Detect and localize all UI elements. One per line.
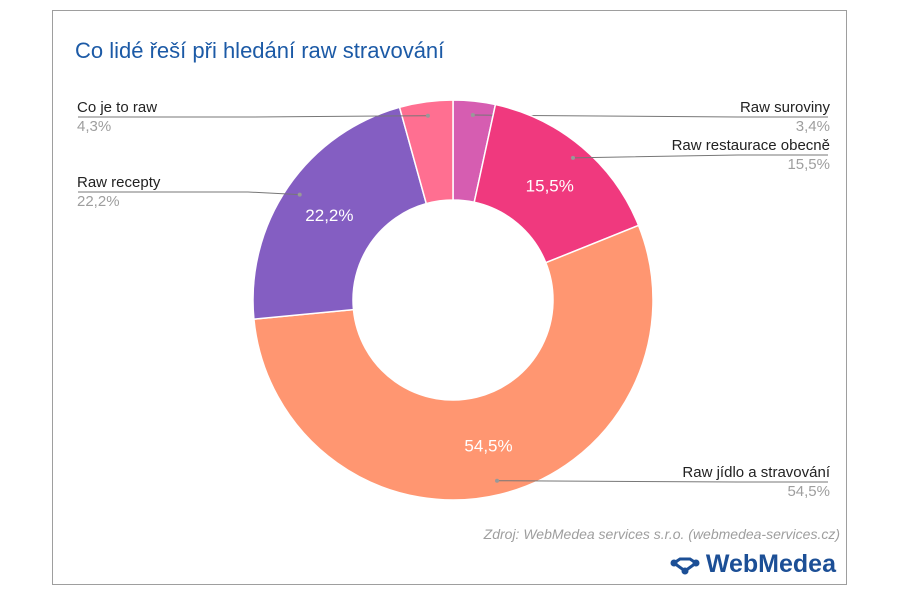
pct-co-je-to-raw: 4,3% xyxy=(77,118,112,135)
leader-dot-4 xyxy=(425,113,430,118)
pct-raw-recepty: 22,2% xyxy=(77,193,120,210)
label-raw-restaurace: Raw restaurace obecně xyxy=(671,137,830,154)
leader-dot-2 xyxy=(495,478,500,483)
logo-text: WebMedea xyxy=(705,550,836,578)
data-label-1: 15,5% xyxy=(526,176,574,195)
label-raw-recepty: Raw recepty xyxy=(77,174,161,191)
pct-raw-jidlo: 54,5% xyxy=(787,483,830,500)
slice-4 xyxy=(398,99,454,205)
leader-line-2 xyxy=(497,480,828,483)
slice-2 xyxy=(253,224,654,501)
leader-dot-0 xyxy=(470,113,475,118)
leader-dot-3 xyxy=(297,192,302,197)
slice-3 xyxy=(252,106,428,320)
chart-title: Co lidé řeší při hledání raw stravování xyxy=(75,38,445,63)
leader-line-3 xyxy=(78,191,300,196)
label-co-je-to-raw: Co je to raw xyxy=(77,99,158,116)
webmedea-logo: WebMedea xyxy=(670,550,836,579)
label-raw-suroviny: Raw suroviny xyxy=(739,99,830,116)
leader-line-1 xyxy=(572,154,828,159)
logo-icon xyxy=(670,557,700,574)
data-label-3: 22,2% xyxy=(305,206,353,225)
label-raw-jidlo: Raw jídlo a stravování xyxy=(682,464,830,481)
leader-dot-1 xyxy=(571,155,576,160)
leader-line-0 xyxy=(472,114,828,118)
data-label-2: 54,5% xyxy=(464,437,512,456)
chart-frame xyxy=(52,10,847,585)
pct-raw-restaurace: 15,5% xyxy=(787,156,830,173)
slice-1 xyxy=(473,103,640,264)
source-note: Zdroj: WebMedea services s.r.o. (webmede… xyxy=(483,526,840,542)
pct-raw-suroviny: 3,4% xyxy=(795,118,830,135)
leader-line-4 xyxy=(78,115,428,118)
